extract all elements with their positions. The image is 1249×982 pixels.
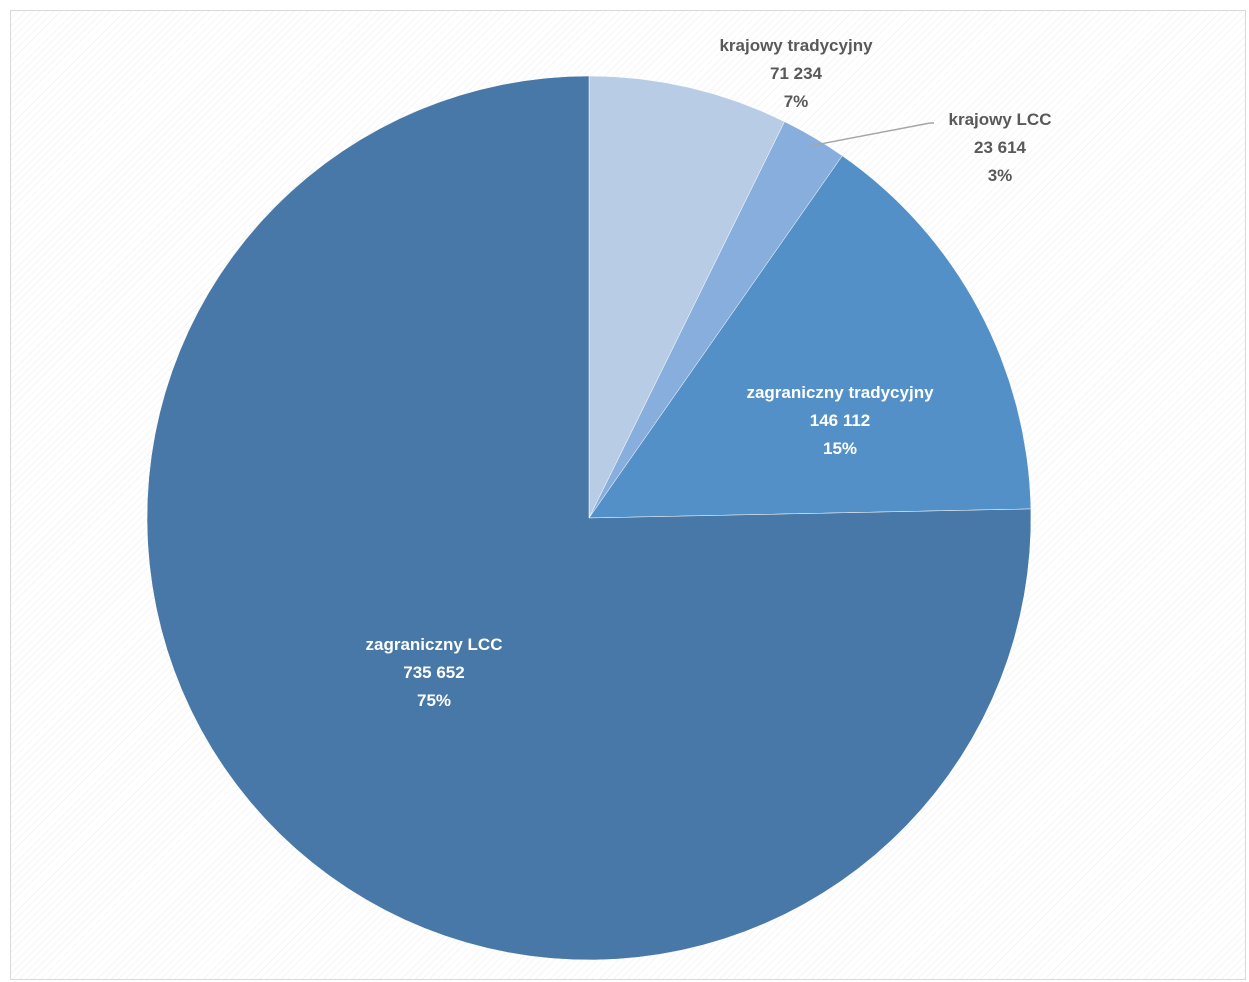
data-label-category-zagraniczny-lcc: zagraniczny LCC	[366, 635, 503, 654]
data-label-value-zagraniczny-lcc: 735 652	[403, 663, 464, 682]
pie-slice-krajowy-tradycyjny	[588, 75, 785, 519]
data-label-value-krajowy-tradycyjny: 71 234	[770, 64, 823, 83]
data-label-percent-zagraniczny-lcc: 75%	[417, 691, 451, 710]
pie-slice-zagraniczny-tradycyjny	[588, 155, 1032, 519]
data-label-percent-zagraniczny-tradycyjny: 15%	[823, 439, 857, 458]
data-label-value-krajowy-lcc: 23 614	[974, 138, 1027, 157]
data-label-percent-krajowy-tradycyjny: 7%	[784, 92, 809, 111]
data-label-value-zagraniczny-tradycyjny: 146 112	[810, 411, 871, 430]
data-label-category-zagraniczny-tradycyjny: zagraniczny tradycyjny	[746, 383, 934, 402]
pie-slice-zagraniczny-lcc	[146, 75, 1032, 961]
leader-line-krajowy-lcc	[808, 122, 934, 147]
data-label-category-krajowy-tradycyjny: krajowy tradycyjny	[719, 36, 873, 55]
data-label-percent-krajowy-lcc: 3%	[988, 166, 1013, 185]
data-label-category-krajowy-lcc: krajowy LCC	[949, 110, 1052, 129]
